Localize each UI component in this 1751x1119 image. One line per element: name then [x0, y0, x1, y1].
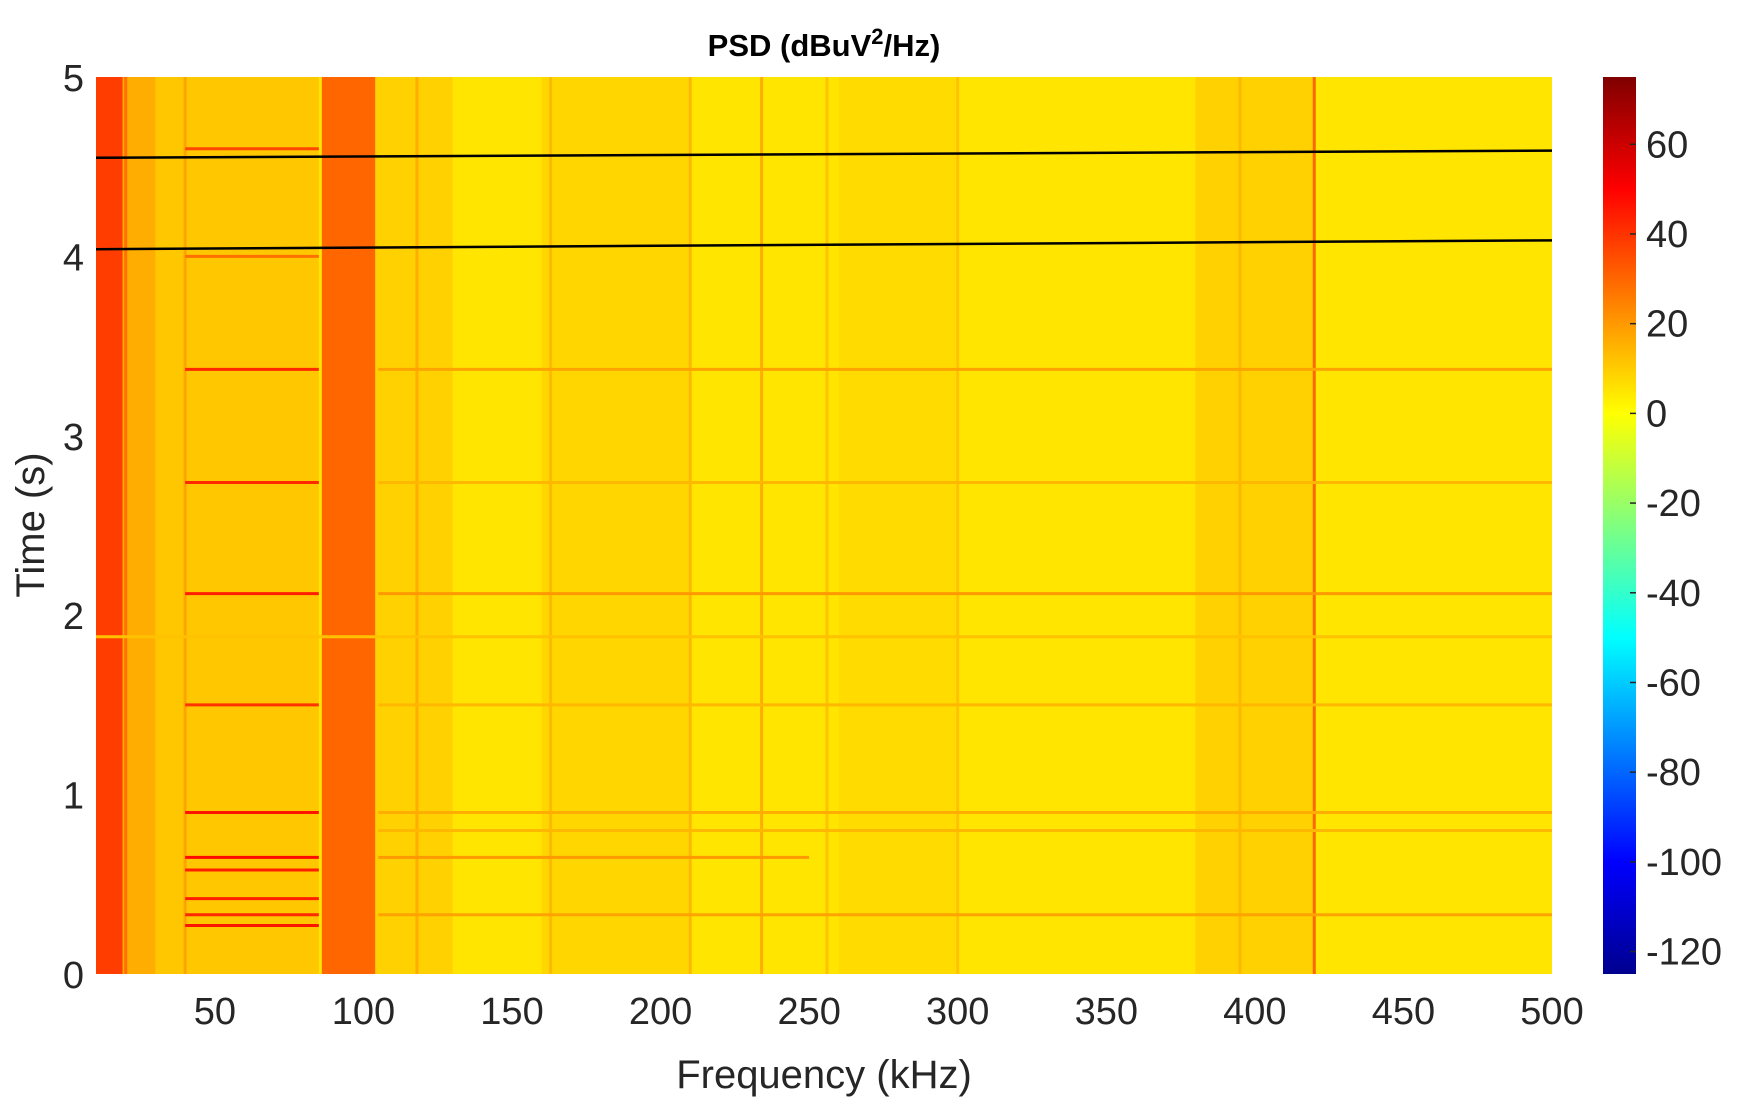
colorbar-tick-label-9: -120 — [1646, 932, 1722, 974]
x-axis-label: Frequency (kHz) — [676, 1053, 972, 1097]
frequency-band-1 — [122, 77, 156, 974]
frequency-lines — [124, 77, 1316, 974]
chart-title-tail: /Hz) — [884, 28, 941, 63]
frequency-band-5 — [541, 77, 691, 974]
x-tick-label-8: 450 — [1372, 991, 1435, 1033]
y-tick-label-0: 0 — [63, 955, 84, 997]
frequency-band-3 — [321, 77, 376, 974]
frequency-band-6 — [838, 77, 958, 974]
overlay-lines — [96, 149, 1552, 251]
frequency-band-7 — [1195, 77, 1315, 974]
colorbar-tick-label-6: -60 — [1646, 662, 1701, 704]
y-tick-label-1: 1 — [63, 776, 84, 818]
colorbar-tick-label-0: 60 — [1646, 124, 1688, 166]
y-tick-label-3: 3 — [63, 417, 84, 459]
x-tick-label-1: 100 — [332, 991, 395, 1033]
x-tick-label-0: 50 — [194, 991, 236, 1033]
y-tick-label-2: 2 — [63, 596, 84, 638]
frequency-band-2 — [155, 77, 319, 974]
chart-title-main: PSD (dBuV — [708, 28, 872, 63]
y-axis-ticks: 0 1 2 3 4 5 — [63, 58, 84, 997]
colorbar-tick-label-5: -40 — [1646, 573, 1701, 615]
frequency-bands — [96, 77, 1315, 974]
x-tick-label-7: 400 — [1223, 991, 1286, 1033]
colorbar-ticks: 60 40 20 0 -20 -40 -60 -80 -100 -120 — [1630, 124, 1722, 974]
y-tick-label-5: 5 — [63, 58, 84, 100]
overlay-line-1 — [96, 239, 1552, 251]
x-tick-label-5: 300 — [926, 991, 989, 1033]
colorbar-tick-label-2: 20 — [1646, 304, 1688, 346]
colorbar-tick-label-7: -80 — [1646, 752, 1701, 794]
chart-title: PSD (dBuV2/Hz) — [708, 24, 941, 63]
colorbar-tick-label-4: -20 — [1646, 483, 1701, 525]
x-tick-label-2: 150 — [480, 991, 543, 1033]
time-lines — [96, 147, 1552, 928]
x-tick-label-9: 500 — [1520, 991, 1583, 1033]
x-tick-label-3: 200 — [629, 991, 692, 1033]
x-tick-label-6: 350 — [1075, 991, 1138, 1033]
chart-title-sup: 2 — [871, 24, 883, 49]
frequency-band-0 — [96, 77, 123, 974]
x-axis-ticks: 50 100 150 200 250 300 350 400 450 500 — [194, 991, 1584, 1033]
colorbar — [1603, 77, 1636, 974]
overlay-line-0 — [96, 149, 1552, 159]
y-tick-label-4: 4 — [63, 237, 84, 279]
x-tick-label-4: 250 — [777, 991, 840, 1033]
heatmap-plot-area — [96, 77, 1552, 974]
colorbar-tick-label-3: 0 — [1646, 393, 1667, 435]
colorbar-tick-label-8: -100 — [1646, 842, 1722, 884]
y-axis-label: Time (s) — [9, 452, 53, 597]
colorbar-tick-label-1: 40 — [1646, 214, 1688, 256]
frequency-band-4 — [375, 77, 453, 974]
